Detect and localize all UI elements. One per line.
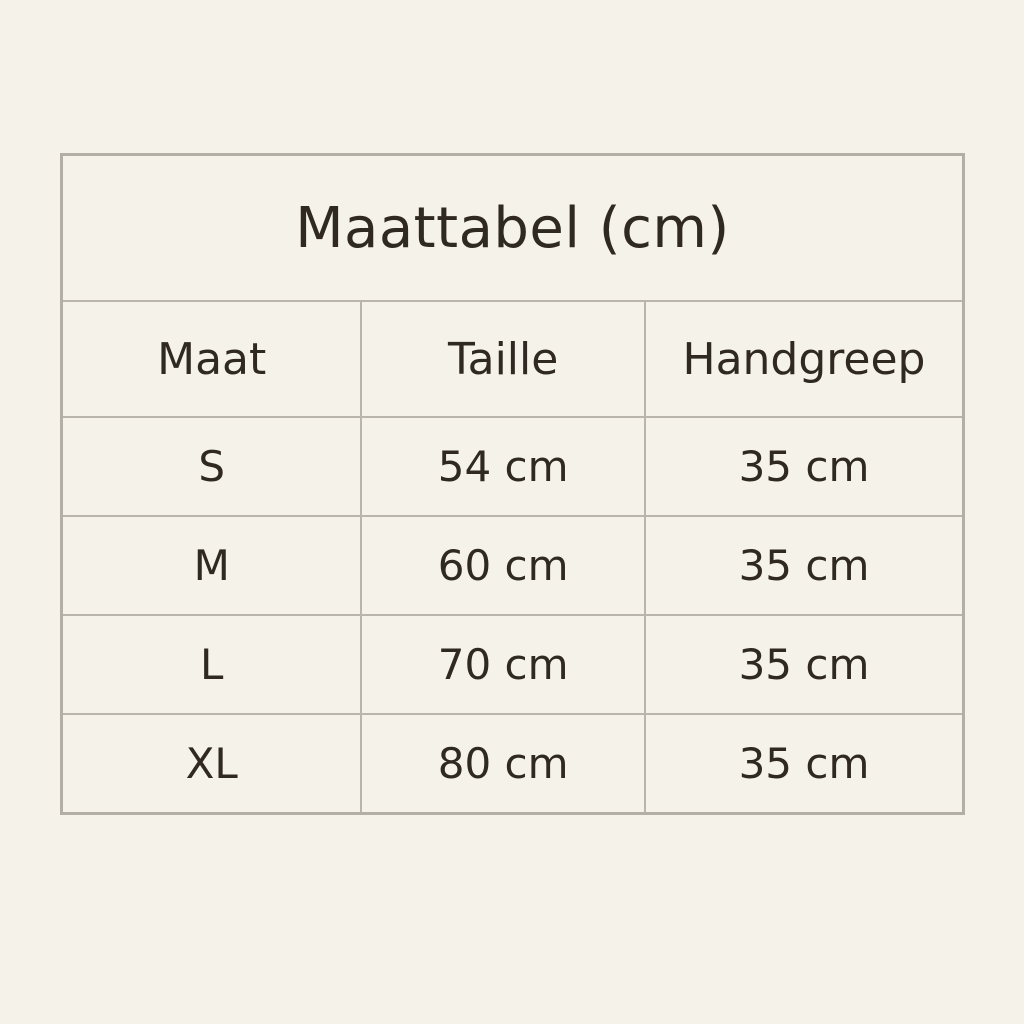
- title-row: Maattabel (cm): [60, 153, 965, 302]
- cell-waist: 70 cm: [360, 614, 646, 715]
- table-row: M 60 cm 35 cm: [60, 515, 965, 616]
- header-handle: Handgreep: [643, 300, 965, 418]
- header-row: Maat Taille Handgreep: [60, 300, 965, 418]
- cell-handle: 35 cm: [643, 416, 965, 517]
- cell-waist: 54 cm: [360, 416, 646, 517]
- cell-handle: 35 cm: [643, 515, 965, 616]
- size-chart-table: Maattabel (cm) Maat Taille Handgreep S 5…: [60, 153, 965, 815]
- cell-size: L: [60, 614, 363, 715]
- table-title: Maattabel (cm): [60, 153, 965, 302]
- header-waist: Taille: [360, 300, 646, 418]
- cell-handle: 35 cm: [643, 614, 965, 715]
- cell-size: S: [60, 416, 363, 517]
- cell-waist: 60 cm: [360, 515, 646, 616]
- cell-handle: 35 cm: [643, 713, 965, 815]
- table-row: L 70 cm 35 cm: [60, 614, 965, 715]
- table-row: S 54 cm 35 cm: [60, 416, 965, 517]
- cell-waist: 80 cm: [360, 713, 646, 815]
- table-row: XL 80 cm 35 cm: [60, 713, 965, 815]
- cell-size: M: [60, 515, 363, 616]
- cell-size: XL: [60, 713, 363, 815]
- header-size: Maat: [60, 300, 363, 418]
